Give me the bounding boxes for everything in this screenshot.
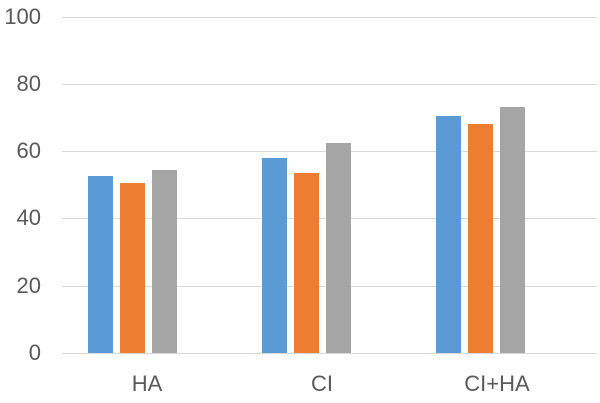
y-tick-label: 100 [4,4,41,29]
y-tick-label: 20 [16,273,41,298]
gridline [62,84,597,85]
bar-blue-HA [88,176,113,353]
bar-gray-CI+HA [500,107,525,353]
x-category-label-CI: CI [311,371,333,396]
y-tick-label: 0 [28,340,41,365]
y-tick-label: 80 [16,71,41,96]
bar-gray-HA [152,170,177,353]
y-tick-label: 60 [16,138,41,163]
gridline [62,17,597,18]
bar-gray-CI [326,143,351,353]
bar-orange-HA [120,183,145,353]
x-category-label-HA: HA [131,371,163,396]
x-category-label-CI+HA: CI+HA [464,371,530,396]
bar-blue-CI [262,158,287,353]
bar-orange-CI+HA [468,124,493,353]
y-tick-label: 40 [16,205,41,230]
x-axis-line [62,353,597,354]
bar-orange-CI [294,173,319,353]
bar-blue-CI+HA [436,116,461,353]
